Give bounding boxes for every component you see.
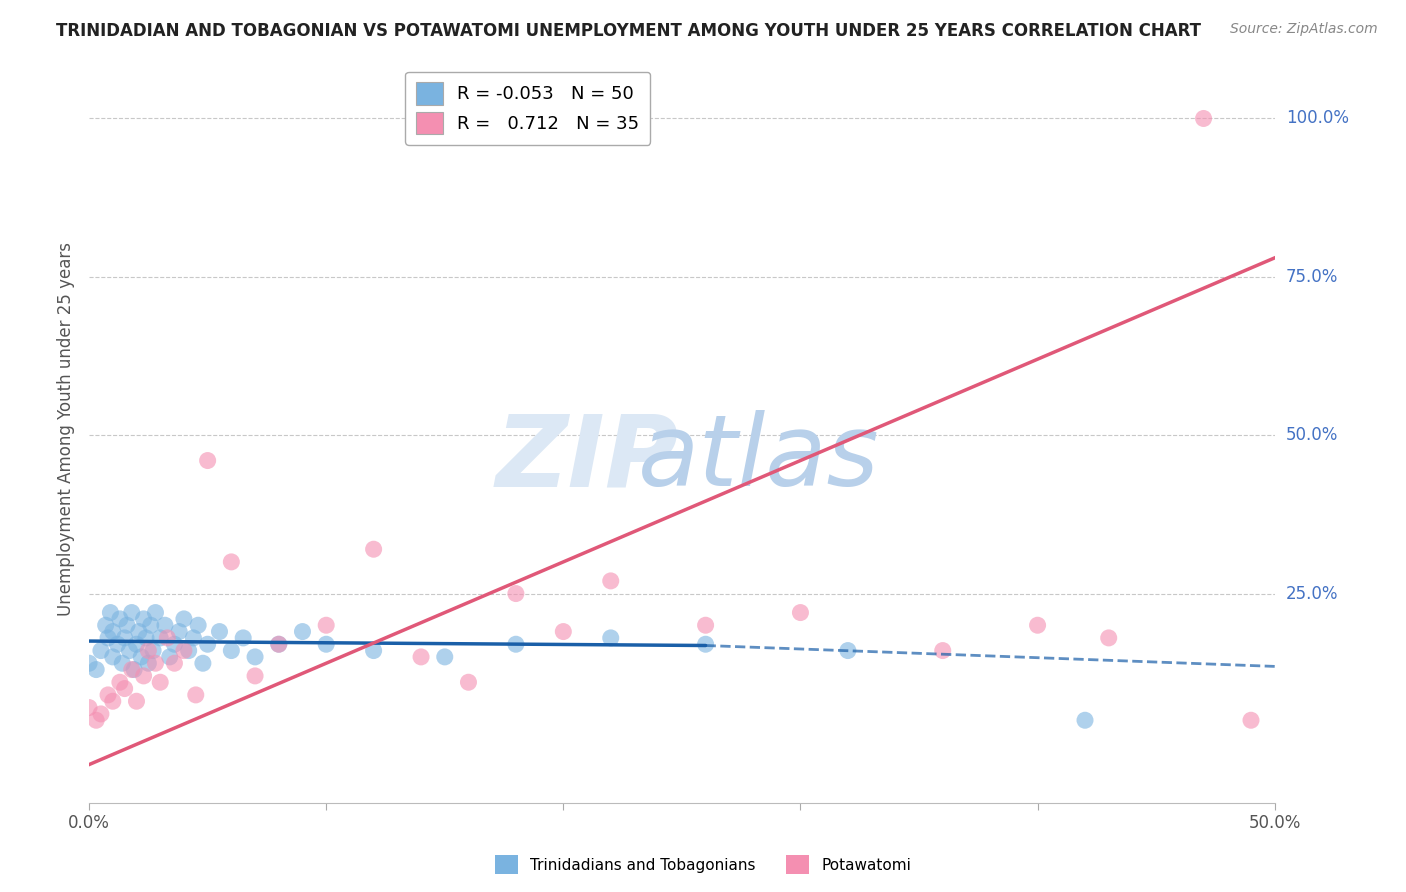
- Point: [837, 643, 859, 657]
- Text: Source: ZipAtlas.com: Source: ZipAtlas.com: [1230, 22, 1378, 37]
- Point: [101, 624, 124, 639]
- Point: [363, 643, 385, 657]
- Point: [1074, 713, 1097, 727]
- Point: [149, 675, 172, 690]
- Point: [97, 631, 120, 645]
- Point: [111, 657, 134, 671]
- Point: [118, 643, 141, 657]
- Point: [1192, 112, 1215, 126]
- Legend: R = -0.053   N = 50, R =   0.712   N = 35: R = -0.053 N = 50, R = 0.712 N = 35: [405, 71, 651, 145]
- Point: [125, 637, 148, 651]
- Point: [145, 606, 167, 620]
- Point: [197, 637, 219, 651]
- Text: 100.0%: 100.0%: [1286, 110, 1348, 128]
- Text: 75.0%: 75.0%: [1286, 268, 1339, 285]
- Point: [177, 643, 200, 657]
- Point: [114, 631, 136, 645]
- Point: [315, 637, 337, 651]
- Point: [409, 649, 432, 664]
- Point: [167, 624, 190, 639]
- Point: [128, 624, 150, 639]
- Point: [208, 624, 231, 639]
- Point: [267, 637, 290, 651]
- Point: [97, 688, 120, 702]
- Point: [184, 688, 207, 702]
- Point: [243, 669, 266, 683]
- Point: [695, 637, 717, 651]
- Point: [121, 606, 143, 620]
- Point: [132, 669, 155, 683]
- Point: [84, 713, 107, 727]
- Point: [125, 694, 148, 708]
- Point: [135, 631, 157, 645]
- Point: [108, 612, 131, 626]
- Point: [599, 631, 621, 645]
- Point: [183, 631, 205, 645]
- Point: [129, 649, 152, 664]
- Point: [149, 631, 172, 645]
- Text: 25.0%: 25.0%: [1286, 584, 1339, 603]
- Text: TRINIDADIAN AND TOBAGONIAN VS POTAWATOMI UNEMPLOYMENT AMONG YOUTH UNDER 25 YEARS: TRINIDADIAN AND TOBAGONIAN VS POTAWATOMI…: [56, 22, 1201, 40]
- Point: [457, 675, 479, 690]
- Point: [132, 612, 155, 626]
- Point: [77, 700, 100, 714]
- Point: [122, 663, 145, 677]
- Point: [114, 681, 136, 696]
- Legend: Trinidadians and Tobagonians, Potawatomi: Trinidadians and Tobagonians, Potawatomi: [489, 849, 917, 880]
- Point: [221, 555, 243, 569]
- Text: ZIP: ZIP: [495, 410, 679, 508]
- Point: [90, 643, 112, 657]
- Point: [173, 612, 195, 626]
- Point: [100, 606, 122, 620]
- Text: 50.0%: 50.0%: [1286, 426, 1339, 444]
- Point: [173, 643, 195, 657]
- Point: [433, 649, 456, 664]
- Point: [1098, 631, 1121, 645]
- Point: [191, 657, 214, 671]
- Point: [138, 643, 160, 657]
- Point: [695, 618, 717, 632]
- Point: [138, 657, 160, 671]
- Point: [197, 453, 219, 467]
- Point: [315, 618, 337, 632]
- Point: [115, 618, 138, 632]
- Point: [84, 663, 107, 677]
- Point: [145, 657, 167, 671]
- Point: [599, 574, 621, 588]
- Y-axis label: Unemployment Among Youth under 25 years: Unemployment Among Youth under 25 years: [58, 242, 75, 615]
- Point: [142, 643, 165, 657]
- Point: [90, 706, 112, 721]
- Point: [153, 618, 176, 632]
- Point: [505, 586, 527, 600]
- Point: [505, 637, 527, 651]
- Point: [232, 631, 254, 645]
- Point: [221, 643, 243, 657]
- Text: atlas: atlas: [638, 410, 880, 508]
- Point: [291, 624, 314, 639]
- Point: [121, 663, 143, 677]
- Point: [267, 637, 290, 651]
- Point: [932, 643, 955, 657]
- Point: [243, 649, 266, 664]
- Point: [156, 631, 179, 645]
- Point: [187, 618, 209, 632]
- Point: [163, 657, 186, 671]
- Point: [363, 542, 385, 557]
- Point: [553, 624, 575, 639]
- Point: [94, 618, 117, 632]
- Point: [789, 606, 811, 620]
- Point: [1240, 713, 1263, 727]
- Point: [107, 637, 129, 651]
- Point: [108, 675, 131, 690]
- Point: [163, 637, 186, 651]
- Point: [77, 657, 100, 671]
- Point: [101, 694, 124, 708]
- Point: [1026, 618, 1049, 632]
- Point: [139, 618, 162, 632]
- Point: [101, 649, 124, 664]
- Point: [159, 649, 181, 664]
